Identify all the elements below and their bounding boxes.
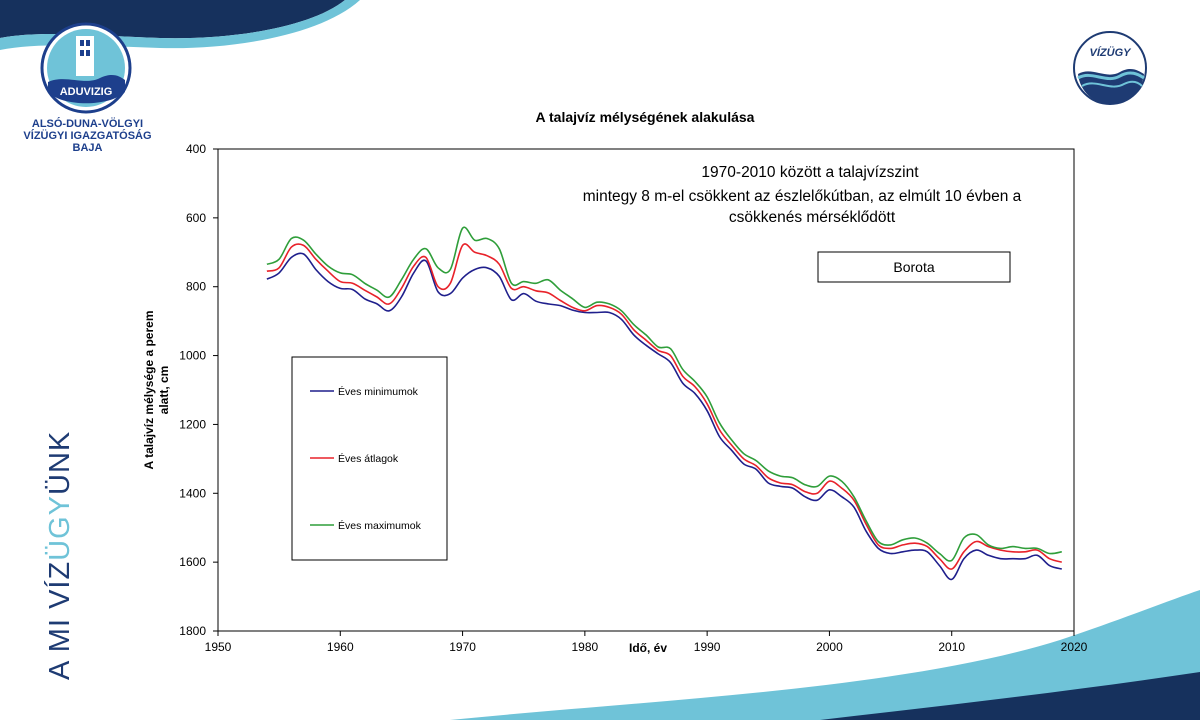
legend-label-minimum: Éves minimumok (338, 385, 419, 398)
vizugy-logo: VÍZÜGY (1073, 31, 1147, 105)
annotation-line-1: 1970-2010 között a talajvízszint (701, 164, 919, 181)
org-name-line-1: ALSÓ-DUNA-VÖLGYI (31, 118, 144, 130)
series-line-minimum (266, 252, 1062, 581)
aduvizig-logo-text: ADUVIZIG (60, 86, 113, 98)
y-tick-label: 400 (186, 142, 206, 156)
bottom-wave-dark (820, 672, 1200, 720)
y-axis-label-line-1: A talajvíz mélysége a perem (142, 311, 156, 470)
x-axis: 1950 1960 1970 1980 1990 2000 2010 2020 (205, 631, 1088, 654)
y-tick-label: 1400 (179, 486, 206, 500)
x-tick-label: 1960 (327, 640, 354, 654)
y-tick-label: 1600 (179, 555, 206, 569)
y-tick-label: 600 (186, 211, 206, 225)
x-tick-label: 1970 (449, 640, 476, 654)
y-tick-label: 1200 (179, 417, 206, 431)
annotation-line-2: mintegy 8 m-el csökkent az észlelőkútban… (583, 188, 1022, 205)
x-tick-label: 1990 (694, 640, 721, 654)
y-tick-label: 1800 (179, 624, 206, 638)
org-name-line-2: VÍZÜGYI IGAZGATÓSÁG (23, 130, 152, 142)
y-tick-label: 1000 (179, 349, 206, 363)
aduvizig-logo: ADUVIZIG (40, 22, 132, 114)
org-name-line-3: BAJA (72, 142, 103, 154)
vizugy-logo-text: VÍZÜGY (1090, 46, 1133, 59)
station-label-box (817, 251, 1011, 283)
y-tick-label: 800 (186, 280, 206, 294)
x-tick-label: 2000 (816, 640, 843, 654)
y-axis-label-line-2: alatt, cm (157, 366, 171, 415)
x-tick-label: 2010 (938, 640, 965, 654)
x-axis-label: Idő, év (629, 641, 667, 655)
series-line-maximum (266, 226, 1062, 562)
annotation-line-3: csökkenés mérséklődött (729, 209, 896, 226)
y-axis: 400 600 800 1000 1200 1400 1600 1800 (179, 142, 218, 638)
station-label: Borota (893, 259, 934, 275)
x-tick-label: 1980 (572, 640, 599, 654)
series-line-average (266, 243, 1062, 570)
x-tick-label: 2020 (1061, 640, 1088, 654)
legend-label-maximum: Éves maximumok (338, 519, 422, 532)
bottom-wave-light (450, 590, 1200, 720)
plot-area (217, 148, 1075, 632)
legend-label-average: Éves átlagok (338, 452, 399, 465)
chart-title: A talajvíz mélységének alakulása (536, 109, 755, 125)
x-tick-label: 1950 (205, 640, 232, 654)
